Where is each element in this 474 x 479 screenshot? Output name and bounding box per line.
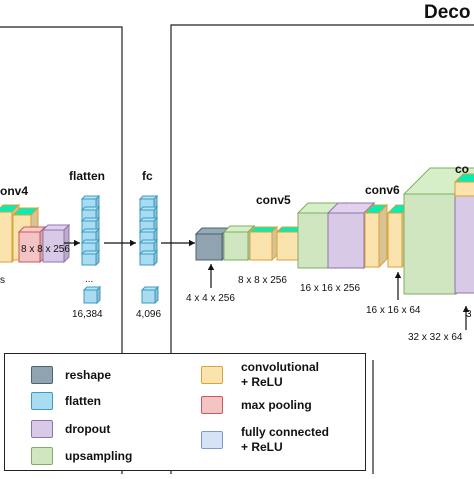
- legend-fc-label-line2: + ReLU: [241, 440, 283, 454]
- conv5-out-dim: 16 x 16 x 256: [300, 283, 361, 294]
- reshape-dim: 4 x 4 x 256: [186, 293, 235, 304]
- arrow-fc-to-reshape-head: [189, 239, 195, 247]
- legend-upsampling-label: upsampling: [65, 449, 133, 463]
- conv5-block-b-front: [276, 231, 300, 261]
- upsample5-block-front: [223, 231, 249, 261]
- conv6-label: conv6: [365, 183, 400, 197]
- reshape-block-front: [195, 233, 223, 261]
- pool4-block-front: [18, 231, 41, 263]
- arrow-dropout-to-flatten-head: [74, 239, 80, 247]
- right-partial-dim: 3: [466, 309, 472, 320]
- legend-flatten-label: flatten: [65, 394, 101, 408]
- arrow-conv6-out-dim-head: [462, 306, 470, 312]
- flatten-label: flatten: [69, 169, 105, 183]
- conv6-block-a-side: [378, 203, 388, 269]
- fc-label: fc: [142, 169, 153, 183]
- left-partial-dim: s: [0, 275, 5, 286]
- conv5-label: conv5: [256, 193, 291, 207]
- upsample7-block-front: [403, 193, 457, 295]
- flatten-last-cell-front: [83, 289, 98, 304]
- legend-maxpool-swatch: [201, 396, 223, 414]
- conv6-out-dim: 32 x 32 x 64: [408, 332, 463, 343]
- arrow-conv6-dim-head: [394, 272, 402, 278]
- encoder-frame: [0, 26, 123, 474]
- conv7-block-partial-front: [454, 181, 474, 197]
- arrow-reshape-dim-head: [207, 264, 215, 270]
- legend-reshape-swatch: [31, 366, 53, 384]
- conv5-in-dim: 8 x 8 x 256: [238, 275, 287, 286]
- legend: reshape flatten dropout upsampling convo…: [4, 353, 366, 471]
- flatten-size: 16,384: [72, 309, 103, 320]
- legend-dropout-swatch: [31, 420, 53, 438]
- conv6-in-dim: 16 x 16 x 64: [366, 305, 421, 316]
- legend-flatten-swatch: [31, 392, 53, 410]
- dropout5-block-front: [327, 212, 365, 269]
- conv7-label-partial: co: [455, 162, 470, 176]
- conv4-label: onv4: [0, 184, 29, 198]
- conv6-block-b-front: [387, 212, 403, 268]
- pool4-dim: 8 x 8 x 256: [21, 244, 70, 255]
- legend-upsampling-swatch: [31, 447, 53, 465]
- conv6-block-a-front: [364, 212, 380, 268]
- flatten-dots: ...: [85, 274, 94, 285]
- fc-cell-5-front: [139, 253, 155, 266]
- fc-size: 4,096: [136, 309, 162, 320]
- conv5-block-a-side: [271, 225, 278, 262]
- conv4-block-a-front: [0, 211, 13, 263]
- legend-conv-swatch: [201, 366, 223, 384]
- flatten-cell-5-front: [81, 253, 97, 266]
- decoder-title: Deco: [424, 2, 471, 23]
- fc-last-cell-front: [141, 289, 156, 304]
- legend-reshape-label: reshape: [65, 368, 112, 382]
- dropout6-block-front: [454, 194, 474, 294]
- legend-fc-label-line1: fully connected: [241, 425, 330, 439]
- legend-fc-swatch: [201, 431, 223, 449]
- decoder-frame: [170, 24, 474, 474]
- legend-dropout-label: dropout: [65, 422, 111, 436]
- legend-conv-label-line2: + ReLU: [241, 375, 283, 389]
- dropout4-block-front: [42, 229, 65, 263]
- legend-conv-label-line1: convolutional: [241, 360, 319, 374]
- legend-maxpool-label: max pooling: [241, 398, 312, 412]
- conv5-block-a-front: [249, 231, 273, 261]
- arrow-flatten-to-fc-head: [130, 239, 136, 247]
